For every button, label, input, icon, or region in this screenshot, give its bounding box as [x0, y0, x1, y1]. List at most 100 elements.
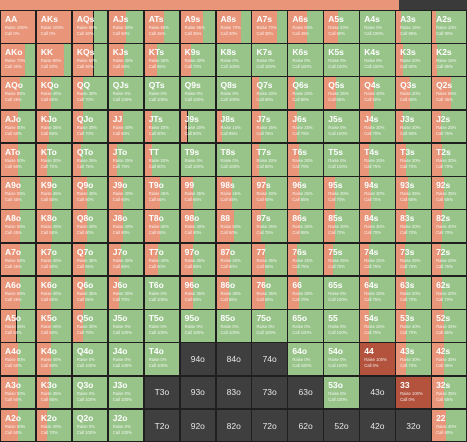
hand-cell-A3s[interactable]: A3s Raise 15% Call 85%: [395, 10, 432, 44]
hand-cell-T2s[interactable]: T2s Raise 30% Call 70%: [431, 142, 467, 177]
hand-cell-T4s[interactable]: T4s Raise 25% Call 75%: [359, 142, 396, 177]
hand-cell-J4o[interactable]: J4o Raise 0% Call 100%: [107, 342, 145, 377]
hand-cell-22[interactable]: 22 Raise 40% Call 60%: [431, 408, 467, 442]
hand-cell-K8s[interactable]: K8s Raise 0% Call 100%: [215, 43, 252, 77]
hand-cell-K2o[interactable]: K2o Raise 30% Call 70%: [35, 408, 73, 442]
hand-cell-K5o[interactable]: K5o Raise 40% Call 60%: [35, 309, 73, 343]
hand-cell-52o[interactable]: 52o: [323, 408, 360, 442]
hand-cell-53s[interactable]: 53s Raise 30% Call 70%: [395, 309, 432, 343]
hand-cell-Q8s[interactable]: Q8s Raise 0% Call 100%: [215, 76, 252, 111]
hand-cell-A8s[interactable]: A8s Raise 70% Call 30%: [215, 10, 252, 44]
hand-cell-A6o[interactable]: A6o Raise 55% Call 45%: [0, 275, 37, 310]
hand-cell-96s[interactable]: 96s Raise 35% Call 65%: [287, 176, 324, 210]
hand-cell-95o[interactable]: 95o Raise 0% Call 100%: [179, 309, 217, 343]
hand-cell-AJo[interactable]: AJo Raise 50% Call 50%: [0, 109, 37, 144]
hand-cell-AKs[interactable]: AKs Raise 100% Call 0%: [35, 10, 73, 44]
hand-cell-55[interactable]: 55 Raise 0% Call 100%: [323, 309, 360, 343]
hand-cell-97s[interactable]: 97s Raise 40% Call 60%: [251, 176, 288, 210]
hand-cell-A9o[interactable]: A9o Raise 55% Call 45%: [0, 176, 37, 210]
hand-cell-97o[interactable]: 97o Raise 35% Call 65%: [179, 242, 217, 277]
hand-cell-J8s[interactable]: J8s Raise 15% Call 85%: [215, 109, 252, 144]
hand-cell-T6s[interactable]: T6s Raise 30% Call 70%: [287, 142, 324, 177]
hand-cell-A4o[interactable]: A4o Raise 50% Call 50%: [0, 342, 37, 377]
hand-cell-K6s[interactable]: K6s Raise 0% Call 100%: [287, 43, 324, 77]
hand-cell-Q6o[interactable]: Q6o Raise 35% Call 65%: [71, 275, 109, 310]
hand-cell-T7o[interactable]: T7o Raise 40% Call 60%: [143, 242, 181, 277]
hand-cell-Q2o[interactable]: Q2o Raise 0% Call 100%: [71, 408, 109, 442]
hand-cell-Q3o[interactable]: Q3o Raise 0% Call 100%: [71, 375, 109, 410]
hand-cell-KQs[interactable]: KQs Raise 60% Call 40%: [71, 43, 109, 77]
hand-cell-73s[interactable]: 73s Raise 25% Call 75%: [395, 242, 432, 277]
hand-cell-K3o[interactable]: K3o Raise 35% Call 65%: [35, 375, 73, 410]
hand-cell-62s[interactable]: 62s Raise 30% Call 70%: [431, 275, 467, 310]
hand-cell-KQo[interactable]: KQo Raise 40% Call 60%: [35, 76, 73, 111]
hand-cell-K4s[interactable]: K4s Raise 0% Call 100%: [359, 43, 396, 77]
hand-cell-JTs[interactable]: JTs Raise 20% Call 80%: [143, 109, 181, 144]
hand-cell-KJs[interactable]: KJs Raise 45% Call 55%: [107, 43, 145, 77]
hand-cell-K9o[interactable]: K9o Raise 45% Call 55%: [35, 176, 73, 210]
hand-cell-K2s[interactable]: K2s Raise 15% Call 85%: [431, 43, 467, 77]
hand-cell-J6o[interactable]: J6o Raise 30% Call 70%: [107, 275, 145, 310]
hand-cell-J2s[interactable]: J2s Raise 25% Call 75%: [431, 109, 467, 144]
hand-cell-64s[interactable]: 64s Raise 25% Call 75%: [359, 275, 396, 310]
hand-cell-T9o[interactable]: T9o Raise 45% Call 55%: [143, 176, 181, 210]
hand-cell-KTo[interactable]: KTo Raise 30% Call 70%: [35, 142, 73, 177]
hand-cell-K7o[interactable]: K7o Raise 40% Call 60%: [35, 242, 73, 277]
hand-cell-86s[interactable]: 86s Raise 35% Call 65%: [287, 209, 324, 244]
hand-cell-Q9o[interactable]: Q9o Raise 40% Call 60%: [71, 176, 109, 210]
hand-cell-J4s[interactable]: J4s Raise 30% Call 70%: [359, 109, 396, 144]
hand-cell-T8s[interactable]: T8s Raise 0% Call 100%: [215, 142, 252, 177]
hand-cell-J7s[interactable]: J7s Raise 25% Call 75%: [251, 109, 288, 144]
hand-cell-74s[interactable]: 74s Raise 25% Call 75%: [359, 242, 396, 277]
hand-cell-Q6s[interactable]: Q6s Raise 20% Call 80%: [287, 76, 324, 111]
hand-cell-T9s[interactable]: T9s Raise 0% Call 100%: [179, 142, 217, 177]
hand-cell-Q4s[interactable]: Q4s Raise 40% Call 60%: [359, 76, 396, 111]
hand-cell-75o[interactable]: 75o Raise 0% Call 100%: [251, 309, 288, 343]
hand-cell-42s[interactable]: 42s Raise 35% Call 65%: [431, 342, 467, 377]
hand-cell-JTo[interactable]: JTo Raise 25% Call 75%: [107, 142, 145, 177]
hand-cell-K9s[interactable]: K9s Raise 30% Call 70%: [179, 43, 217, 77]
hand-cell-93s[interactable]: 93s Raise 35% Call 65%: [395, 176, 432, 210]
hand-cell-J8o[interactable]: J8o Raise 40% Call 60%: [107, 209, 145, 244]
hand-cell-Q5s[interactable]: Q5s Raise 35% Call 65%: [323, 76, 360, 111]
hand-cell-T8o[interactable]: T8o Raise 45% Call 55%: [143, 209, 181, 244]
hand-cell-J2o[interactable]: J2o Raise 0% Call 100%: [107, 408, 145, 442]
hand-cell-63s[interactable]: 63s Raise 30% Call 70%: [395, 275, 432, 310]
hand-cell-A4s[interactable]: A4s Raise 0% Call 100%: [359, 10, 396, 44]
hand-cell-J5s[interactable]: J5s Raise 0% Call 100%: [323, 109, 360, 144]
hand-cell-QQ[interactable]: QQ Raise 30% Call 70%: [71, 76, 109, 111]
hand-cell-J3s[interactable]: J3s Raise 20% Call 80%: [395, 109, 432, 144]
hand-cell-Q7s[interactable]: Q7s Raise 20% Call 80%: [251, 76, 288, 111]
hand-cell-T4o[interactable]: T4o Raise 0% Call 100%: [143, 342, 181, 377]
hand-cell-Q8o[interactable]: Q8o Raise 40% Call 60%: [71, 209, 109, 244]
hand-cell-98o[interactable]: 98o Raise 40% Call 60%: [179, 209, 217, 244]
hand-cell-KJo[interactable]: KJo Raise 35% Call 65%: [35, 109, 73, 144]
hand-cell-64o[interactable]: 64o Raise 0% Call 100%: [287, 342, 324, 377]
hand-cell-AJs[interactable]: AJs Raise 50% Call 50%: [107, 10, 145, 44]
hand-cell-QJs[interactable]: QJs Raise 0% Call 100%: [107, 76, 145, 111]
hand-cell-T3o[interactable]: T3o: [143, 375, 181, 410]
hand-cell-87o[interactable]: 87o Raise 40% Call 60%: [215, 242, 252, 277]
hand-cell-65s[interactable]: 65s Raise 0% Call 100%: [323, 275, 360, 310]
hand-cell-A6s[interactable]: A6s Raise 55% Call 45%: [287, 10, 324, 44]
hand-cell-K4o[interactable]: K4o Raise 40% Call 60%: [35, 342, 73, 377]
hand-cell-T2o[interactable]: T2o: [143, 408, 181, 442]
hand-cell-A2o[interactable]: A2o Raise 50% Call 50%: [0, 408, 37, 442]
hand-cell-52s[interactable]: 52s Raise 35% Call 65%: [431, 309, 467, 343]
hand-cell-T7s[interactable]: T7s Raise 20% Call 80%: [251, 142, 288, 177]
hand-cell-32o[interactable]: 32o: [395, 408, 432, 442]
hand-cell-AQo[interactable]: AQo Raise 55% Call 45%: [0, 76, 37, 111]
hand-cell-K8o[interactable]: K8o Raise 45% Call 55%: [35, 209, 73, 244]
hand-cell-99[interactable]: 99 Raise 35% Call 65%: [179, 176, 217, 210]
hand-cell-83o[interactable]: 83o: [215, 375, 252, 410]
hand-cell-JJ[interactable]: JJ Raise 40% Call 60%: [107, 109, 145, 144]
hand-cell-AQs[interactable]: AQs Raise 60% Call 40%: [71, 10, 109, 44]
hand-cell-84o[interactable]: 84o: [215, 342, 252, 377]
hand-cell-86o[interactable]: 86o Raise 35% Call 65%: [215, 275, 252, 310]
hand-cell-84s[interactable]: 84s Raise 30% Call 70%: [359, 209, 396, 244]
hand-cell-TT[interactable]: TT Raise 20% Call 80%: [143, 142, 181, 177]
hand-cell-73o[interactable]: 73o: [251, 375, 288, 410]
hand-cell-J3o[interactable]: J3o Raise 0% Call 100%: [107, 375, 145, 410]
hand-cell-54o[interactable]: 54o Raise 0% Call 100%: [323, 342, 360, 377]
hand-cell-85o[interactable]: 85o Raise 0% Call 100%: [215, 309, 252, 343]
